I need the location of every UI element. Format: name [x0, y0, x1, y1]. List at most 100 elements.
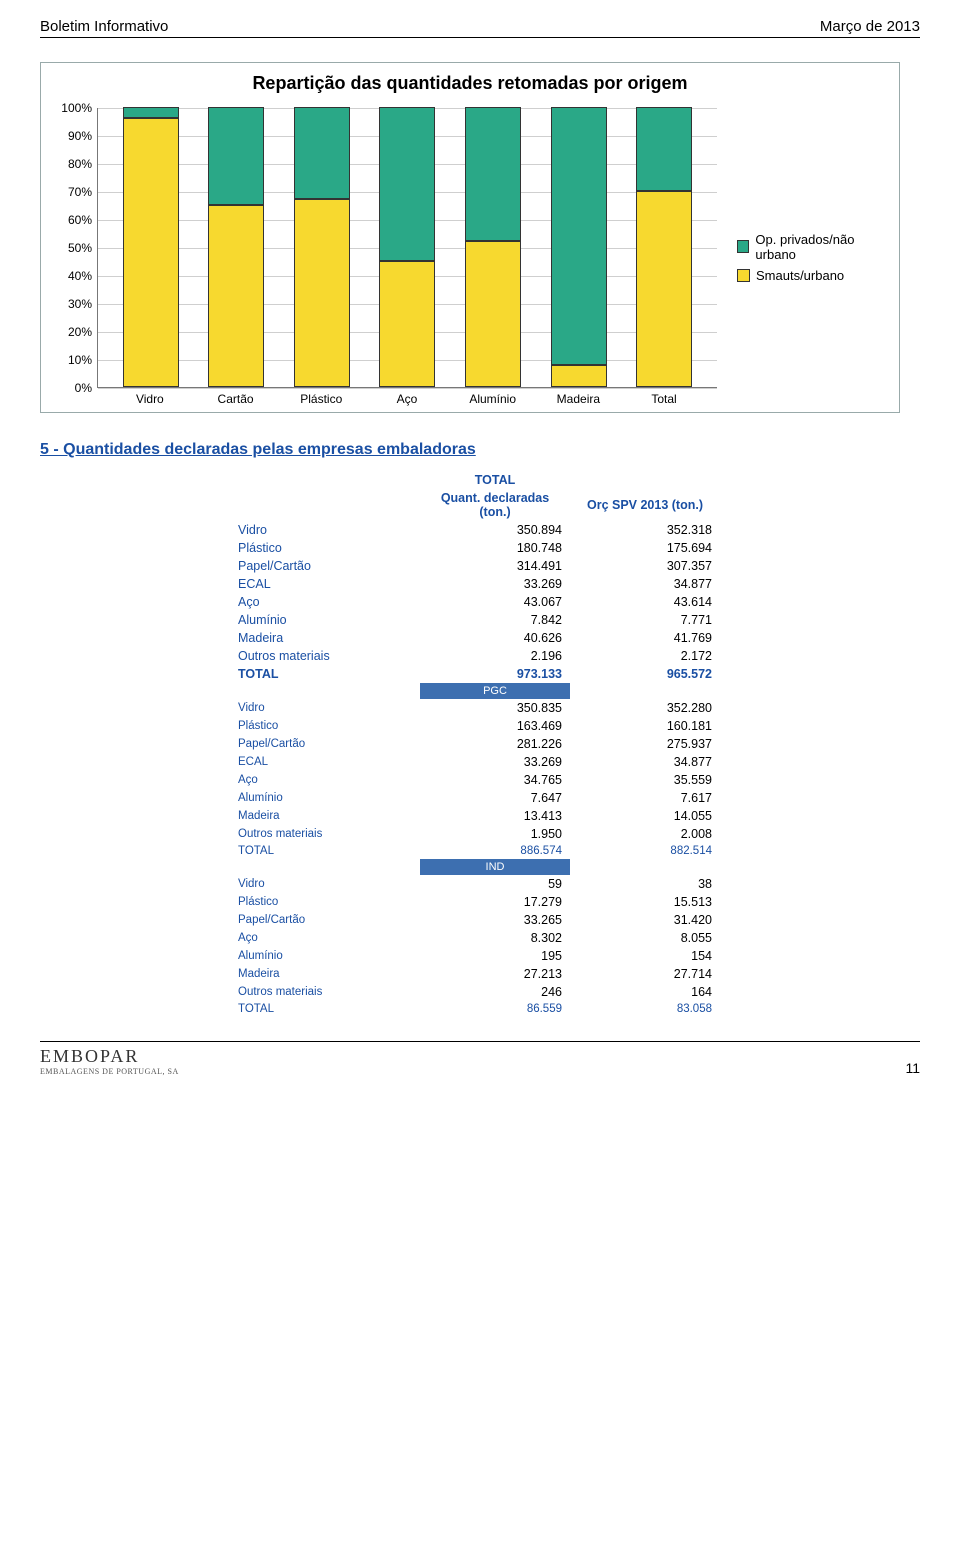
table-subheader-row: IND	[230, 859, 720, 875]
chart-ytick: 60%	[68, 213, 98, 227]
chart-ytick: 100%	[61, 101, 98, 115]
chart-xtick: Alumínio	[465, 392, 521, 406]
row-label: Vidro	[230, 875, 420, 893]
row-label: Outros materiais	[230, 983, 420, 1001]
chart-bar-segment	[636, 107, 692, 191]
row-label: Aço	[230, 593, 420, 611]
cell-orc: 8.055	[570, 929, 720, 947]
cell-quant: 34.765	[420, 771, 570, 789]
row-label: ECAL	[230, 753, 420, 771]
row-label: Papel/Cartão	[230, 735, 420, 753]
chart-bar-segment	[379, 261, 435, 387]
header-left: Boletim Informativo	[40, 18, 168, 35]
legend-label: Op. privados/não urbano	[755, 232, 891, 262]
cell-orc: 352.318	[570, 521, 720, 539]
subgroup-total-row: TOTAL886.574882.514	[230, 843, 720, 859]
chart-xtick: Plástico	[293, 392, 349, 406]
cell-orc: 160.181	[570, 717, 720, 735]
chart-xtick: Madeira	[550, 392, 606, 406]
chart-ytick: 10%	[68, 353, 98, 367]
table-spacer	[570, 683, 720, 699]
cell-quant: 40.626	[420, 629, 570, 647]
cell-quant: 13.413	[420, 807, 570, 825]
row-label: Outros materiais	[230, 647, 420, 665]
table-row: Madeira27.21327.714	[230, 965, 720, 983]
table-row: Alumínio195154	[230, 947, 720, 965]
table-row: Aço8.3028.055	[230, 929, 720, 947]
cell-orc: 175.694	[570, 539, 720, 557]
row-label: Plástico	[230, 893, 420, 911]
cell-quant: 2.196	[420, 647, 570, 665]
table-row: Outros materiais246164	[230, 983, 720, 1001]
table-row: Papel/Cartão314.491307.357	[230, 557, 720, 575]
cell-orc: 352.280	[570, 699, 720, 717]
table-row: Plástico180.748175.694	[230, 539, 720, 557]
cell-orc: 307.357	[570, 557, 720, 575]
col-header-orc: Orç SPV 2013 (ton.)	[570, 489, 720, 521]
row-label: Alumínio	[230, 789, 420, 807]
cell-quant: 350.894	[420, 521, 570, 539]
chart-x-axis: VidroCartãoPlásticoAçoAlumínioMadeiraTot…	[97, 388, 717, 406]
cell-quant: 163.469	[420, 717, 570, 735]
chart-bar	[379, 107, 435, 387]
cell-orc: 31.420	[570, 911, 720, 929]
chart-xtick: Aço	[379, 392, 435, 406]
chart-bar-segment	[379, 107, 435, 261]
chart-ytick: 40%	[68, 269, 98, 283]
legend-swatch	[737, 269, 750, 282]
chart-ytick: 90%	[68, 129, 98, 143]
page-footer: EMBOPAR EMBALAGENS DE PORTUGAL, SA 11	[40, 1041, 920, 1076]
row-label: Vidro	[230, 699, 420, 717]
chart-bar-segment	[208, 205, 264, 387]
chart-xtick: Total	[636, 392, 692, 406]
row-label: Madeira	[230, 629, 420, 647]
table-spacer	[230, 683, 420, 699]
table-total-row: TOTAL973.133965.572	[230, 665, 720, 683]
row-label: Aço	[230, 771, 420, 789]
chart-ytick: 50%	[68, 241, 98, 255]
col-header-quant: Quant. declaradas (ton.)	[420, 489, 570, 521]
chart-ytick: 20%	[68, 325, 98, 339]
cell-quant: 59	[420, 875, 570, 893]
table-spacer	[570, 859, 720, 875]
chart-bar	[123, 107, 179, 387]
table-row: Vidro350.894352.318	[230, 521, 720, 539]
header-right: Março de 2013	[820, 18, 920, 35]
chart-ytick: 30%	[68, 297, 98, 311]
table-row: Papel/Cartão281.226275.937	[230, 735, 720, 753]
chart-container: Repartição das quantidades retomadas por…	[40, 62, 900, 413]
cell-quant: 33.265	[420, 911, 570, 929]
row-label: Vidro	[230, 521, 420, 539]
cell-orc: 154	[570, 947, 720, 965]
chart-bar-segment	[551, 365, 607, 387]
chart-bar-segment	[208, 107, 264, 205]
chart-bar-segment	[294, 107, 350, 199]
data-table: TOTALQuant. declaradas (ton.)Orç SPV 201…	[230, 471, 720, 1017]
chart-bar-segment	[465, 241, 521, 387]
cell-quant: 1.950	[420, 825, 570, 843]
cell-quant: 17.279	[420, 893, 570, 911]
cell-quant: 180.748	[420, 539, 570, 557]
cell-orc: 41.769	[570, 629, 720, 647]
total-quant: 86.559	[420, 1001, 570, 1017]
cell-orc: 15.513	[570, 893, 720, 911]
cell-quant: 43.067	[420, 593, 570, 611]
cell-quant: 281.226	[420, 735, 570, 753]
subgroup-title: PGC	[420, 683, 570, 699]
cell-orc: 34.877	[570, 753, 720, 771]
chart-ytick: 0%	[75, 381, 98, 395]
cell-quant: 195	[420, 947, 570, 965]
table-spacer	[230, 859, 420, 875]
chart-bar-segment	[636, 191, 692, 387]
table-row: Aço43.06743.614	[230, 593, 720, 611]
chart-xtick: Cartão	[208, 392, 264, 406]
cell-orc: 164	[570, 983, 720, 1001]
cell-quant: 350.835	[420, 699, 570, 717]
cell-orc: 35.559	[570, 771, 720, 789]
chart-plot-area: 0%10%20%30%40%50%60%70%80%90%100% VidroC…	[49, 108, 717, 406]
chart-bar	[551, 107, 607, 387]
cell-orc: 7.771	[570, 611, 720, 629]
table-spacer	[230, 489, 420, 521]
row-label: Alumínio	[230, 611, 420, 629]
cell-quant: 8.302	[420, 929, 570, 947]
